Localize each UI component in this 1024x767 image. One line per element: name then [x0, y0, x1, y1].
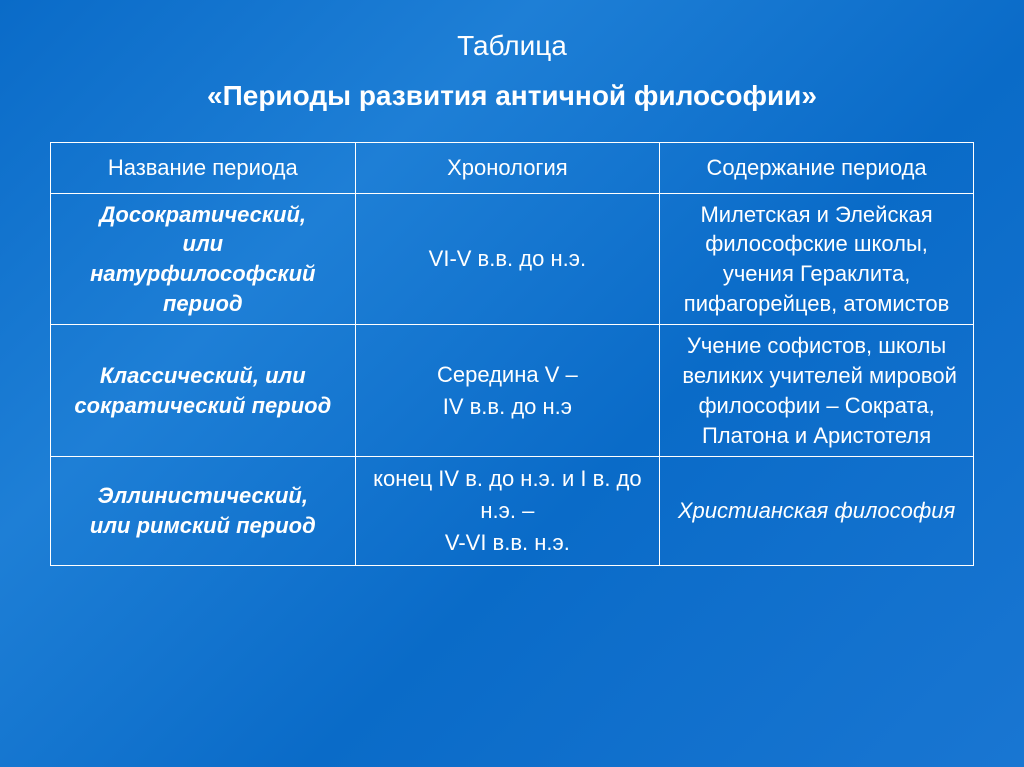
header-content: Содержание периода [660, 143, 974, 194]
cell-content: Христианская философия [660, 457, 974, 566]
cell-content: Милетская и Элейская философские школы, … [660, 193, 974, 325]
periods-table: Название периода Хронология Содержание п… [50, 142, 974, 566]
cell-chrono: VI-V в.в. до н.э. [355, 193, 660, 325]
title-block: Таблица «Периоды развития античной филос… [50, 30, 974, 112]
title-top: Таблица [50, 30, 974, 62]
cell-name: Эллинистический,или римский период [51, 457, 356, 566]
title-main: «Периоды развития античной философии» [50, 80, 974, 112]
cell-chrono: конец IV в. до н.э. и I в. до н.э. –V-VI… [355, 457, 660, 566]
table-header-row: Название периода Хронология Содержание п… [51, 143, 974, 194]
header-name: Название периода [51, 143, 356, 194]
header-chrono: Хронология [355, 143, 660, 194]
cell-chrono: Середина V –IV в.в. до н.э [355, 325, 660, 457]
table-row: Досократический,илинатурфилософскийперио… [51, 193, 974, 325]
table-row: Эллинистический,или римский период конец… [51, 457, 974, 566]
table-row: Классический, или сократический период С… [51, 325, 974, 457]
cell-name: Классический, или сократический период [51, 325, 356, 457]
cell-name: Досократический,илинатурфилософскийперио… [51, 193, 356, 325]
cell-content: Учение софистов, школы великих учителей … [660, 325, 974, 457]
